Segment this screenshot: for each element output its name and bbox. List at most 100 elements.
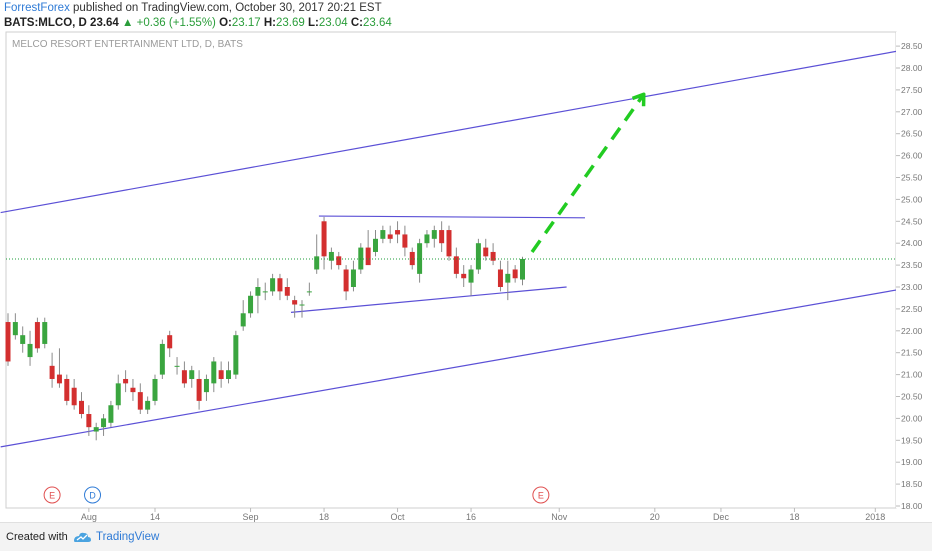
change-label: ▲ +0.36 (+1.55%)	[122, 17, 216, 29]
candle-body	[402, 234, 408, 248]
candle-body	[395, 230, 401, 235]
candle-body	[123, 378, 129, 384]
support-line	[290, 286, 567, 314]
event-marker-label: D	[89, 491, 96, 501]
y-tick-label: 27.00	[901, 107, 923, 117]
projection-arrow	[530, 92, 646, 253]
publish-text: published on TradingView.com, October 30…	[69, 2, 382, 14]
candle-body	[350, 269, 356, 287]
candle-body	[453, 256, 459, 274]
candle-body	[93, 427, 99, 432]
candle-body	[424, 234, 430, 244]
low-value: 23.04	[318, 17, 348, 29]
candle-body	[115, 383, 121, 406]
y-tick-label: 20.50	[901, 392, 923, 402]
x-tick-label: Oct	[391, 512, 406, 522]
y-tick-label: 23.00	[901, 282, 923, 292]
y-tick-label: 24.00	[901, 238, 923, 248]
candle-body	[211, 361, 217, 384]
symbol-label: BATS:MLCO, D	[4, 17, 87, 29]
x-tick-label: 18	[789, 512, 799, 522]
tradingview-logo-icon	[72, 530, 92, 547]
candle-body	[299, 304, 305, 306]
y-tick-label: 22.50	[901, 304, 923, 314]
y-tick-label: 19.50	[901, 435, 923, 445]
candle-body	[240, 313, 246, 327]
chart-title: MELCO RESORT ENTERTAINMENT LTD, D, BATS	[12, 39, 243, 50]
event-marker-label: E	[538, 491, 544, 501]
lower-channel-line	[0, 288, 902, 448]
candles	[5, 216, 525, 441]
candle-body	[306, 291, 312, 293]
tradingview-link[interactable]: TradingView	[96, 531, 160, 543]
candle-body	[248, 295, 254, 314]
candle-body	[446, 230, 452, 257]
y-tick-label: 28.50	[901, 41, 923, 51]
candle-body	[328, 251, 334, 261]
candle-body	[218, 370, 224, 379]
footer: Created with TradingView	[0, 522, 932, 551]
open-value: 23.17	[231, 17, 261, 29]
candle-body	[314, 256, 320, 270]
candle-body	[203, 378, 209, 393]
candle-body	[373, 238, 378, 252]
trend-lines	[0, 49, 902, 448]
arrow-shaft	[530, 93, 646, 253]
event-marker	[532, 486, 550, 504]
candle-body	[336, 256, 342, 266]
y-tick-label: 18.50	[901, 479, 923, 489]
candle-body	[226, 370, 231, 379]
y-tick-label: 18.00	[901, 501, 923, 511]
publish-line: ForrestForex published on TradingView.co…	[4, 1, 392, 16]
candle-body	[461, 273, 467, 279]
created-with-label: Created with	[6, 531, 68, 543]
candle-body	[431, 230, 437, 239]
y-axis-bg	[896, 32, 932, 508]
y-tick-label: 24.50	[901, 216, 923, 226]
x-tick-label: 20	[650, 512, 660, 522]
candle-body	[512, 269, 518, 279]
y-tick-label: 22.00	[901, 326, 923, 336]
event-marker	[84, 486, 102, 504]
y-tick-label: 20.00	[901, 413, 923, 423]
y-tick-label: 27.50	[901, 85, 923, 95]
resistance-line	[318, 215, 585, 219]
candle-body	[174, 365, 180, 367]
x-tick-label: 14	[150, 512, 160, 522]
x-tick-label: Aug	[81, 512, 97, 522]
candle-body	[417, 243, 423, 274]
high-value: 23.69	[276, 17, 305, 29]
y-tick-label: 23.50	[901, 260, 923, 270]
candle-body	[56, 374, 62, 384]
candle-body	[365, 247, 371, 266]
author-link[interactable]: ForrestForex	[4, 2, 70, 14]
arrow-head	[631, 92, 646, 107]
open-label: O:	[219, 17, 232, 29]
candle-body	[270, 278, 276, 292]
low-label: L:	[307, 17, 319, 29]
candle-body	[277, 278, 283, 292]
candle-body	[439, 230, 445, 244]
candle-body	[505, 273, 511, 283]
candle-body	[520, 258, 525, 280]
candle-body	[130, 387, 136, 393]
candle-body	[181, 370, 187, 384]
event-marker-label: E	[49, 491, 55, 501]
candle-body	[475, 243, 481, 270]
candle-body	[42, 322, 48, 344]
upper-channel-line	[0, 49, 902, 214]
ohlc-line: BATS:MLCO, D 23.64 ▲ +0.36 (+1.55%) O:23…	[4, 16, 392, 31]
chart-header: ForrestForex published on TradingView.co…	[4, 1, 392, 31]
y-tick-label: 25.50	[901, 173, 923, 183]
candle-body	[34, 322, 40, 349]
candle-body	[262, 291, 268, 293]
x-tick-label: Dec	[713, 512, 730, 522]
candle-body	[20, 335, 26, 344]
candle-body	[409, 251, 415, 266]
candle-body	[468, 269, 474, 283]
x-tick-label: Nov	[551, 512, 568, 522]
close-value: 23.64	[362, 17, 392, 29]
candle-body	[108, 405, 114, 423]
